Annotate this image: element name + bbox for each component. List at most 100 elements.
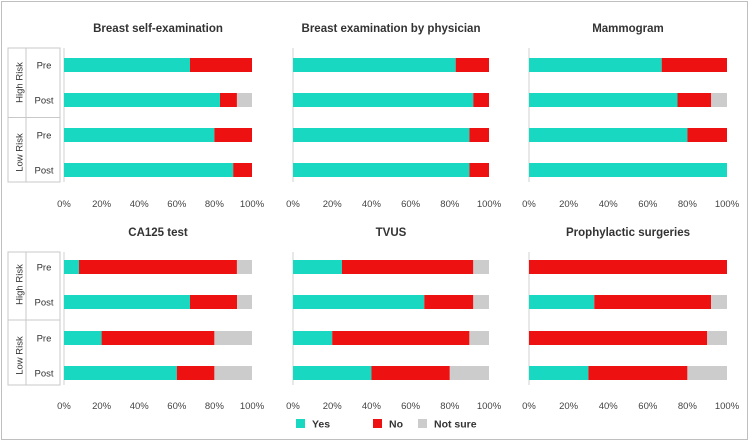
x-tick-label: 80% (440, 401, 460, 412)
bar-segment (237, 260, 252, 274)
bar-segment (469, 128, 489, 142)
bar-segment (687, 128, 727, 142)
x-tick-label: 80% (205, 401, 225, 412)
bar-segment (469, 163, 489, 177)
row-group-label: High Risk (15, 62, 26, 103)
bar-segment (529, 366, 589, 380)
legend-label-not-sure: Not sure (434, 419, 477, 431)
bar-segment (64, 366, 177, 380)
row-label: Post (34, 166, 53, 177)
bar-segment (233, 163, 252, 177)
x-tick-label: 0% (286, 199, 300, 210)
bar-segment (707, 331, 727, 345)
bar-segment (473, 295, 489, 309)
legend-label-yes: Yes (312, 419, 330, 431)
bar-segment (661, 58, 727, 72)
row-group-label: Low Risk (15, 133, 26, 172)
bar-segment (529, 295, 595, 309)
bar-segment (594, 295, 712, 309)
bar-segment (64, 58, 190, 72)
legend-swatch-yes (296, 419, 305, 428)
panel-title: Breast examination by physician (302, 23, 481, 35)
bar-segment (424, 295, 474, 309)
row-group-label: High Risk (15, 264, 26, 305)
x-tick-label: 40% (362, 199, 382, 210)
panel-title: Mammogram (592, 23, 664, 35)
bar-segment (293, 128, 470, 142)
row-label: Post (34, 96, 53, 107)
bar-segment (332, 331, 470, 345)
x-tick-label: 100% (477, 199, 502, 210)
x-tick-label: 100% (715, 199, 740, 210)
bar-segment (455, 58, 489, 72)
legend-swatch-no (373, 419, 382, 428)
x-tick-label: 20% (323, 199, 343, 210)
bar-segment (293, 331, 333, 345)
bar-segment (529, 93, 678, 107)
bar-segment (64, 295, 190, 309)
row-group-box (7, 251, 61, 386)
bar-segment (711, 295, 727, 309)
bar-segment (64, 93, 220, 107)
row-group-box (7, 47, 61, 183)
x-tick-label: 0% (522, 401, 536, 412)
x-tick-label: 100% (477, 401, 502, 412)
panel-title: Breast self-examination (93, 23, 223, 35)
bar-segment (293, 366, 372, 380)
bar-segment (214, 331, 252, 345)
bar-segment (342, 260, 474, 274)
bar-segment (214, 366, 252, 380)
x-tick-label: 100% (240, 401, 265, 412)
x-tick-label: 60% (638, 401, 658, 412)
x-tick-label: 80% (678, 401, 698, 412)
bar-segment (588, 366, 688, 380)
x-tick-label: 20% (559, 199, 579, 210)
row-label: Pre (37, 61, 52, 72)
panel-title: TVUS (376, 227, 407, 239)
bar-segment (371, 366, 450, 380)
legend-label-no: No (389, 419, 403, 431)
x-tick-label: 40% (130, 199, 150, 210)
x-tick-label: 0% (57, 401, 71, 412)
bar-segment (469, 331, 489, 345)
x-tick-label: 60% (638, 199, 658, 210)
bar-segment (473, 93, 489, 107)
row-label: Post (34, 298, 53, 309)
x-tick-label: 80% (678, 199, 698, 210)
x-tick-label: 60% (167, 199, 187, 210)
x-tick-label: 60% (401, 401, 421, 412)
bar-segment (473, 260, 489, 274)
bar-segment (220, 93, 237, 107)
x-tick-label: 20% (92, 199, 112, 210)
row-label: Pre (37, 131, 52, 142)
x-tick-label: 100% (715, 401, 740, 412)
row-label: Pre (37, 263, 52, 274)
bar-segment (529, 331, 708, 345)
x-tick-label: 80% (440, 199, 460, 210)
x-tick-label: 0% (57, 199, 71, 210)
bar-segment (293, 58, 456, 72)
bar-segment (214, 128, 252, 142)
bar-segment (293, 93, 474, 107)
bar-segment (64, 128, 215, 142)
bar-segment (529, 163, 727, 177)
bar-segment (79, 260, 237, 274)
legend-swatch-not-sure (418, 419, 427, 428)
row-label: Post (34, 369, 53, 380)
x-tick-label: 0% (286, 401, 300, 412)
x-tick-label: 20% (323, 401, 343, 412)
x-tick-label: 60% (167, 401, 187, 412)
bar-segment (190, 58, 252, 72)
panel-title: Prophylactic surgeries (566, 227, 690, 239)
row-group-label: Low Risk (15, 336, 26, 375)
bar-segment (64, 260, 79, 274)
bar-segment (237, 295, 252, 309)
bar-segment (529, 58, 662, 72)
bar-segment (293, 260, 342, 274)
bar-segment (677, 93, 712, 107)
bar-segment (190, 295, 237, 309)
bar-segment (529, 128, 688, 142)
bar-segment (529, 260, 727, 274)
bar-segment (293, 295, 425, 309)
